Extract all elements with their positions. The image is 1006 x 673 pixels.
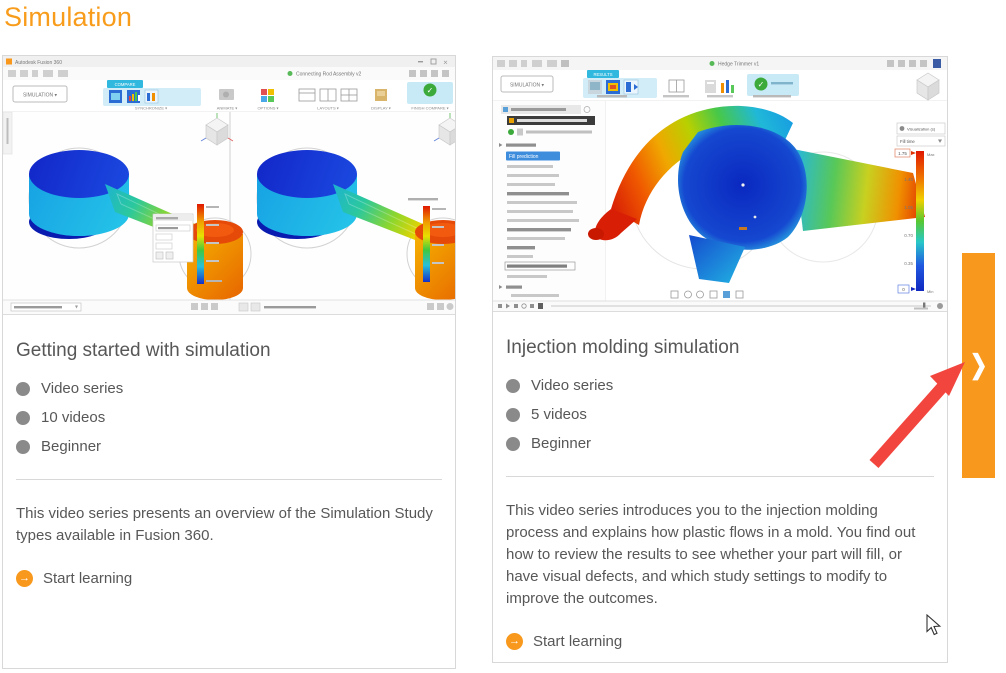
arrow-right-circle-icon: →	[16, 570, 33, 587]
legend-left-viewport	[197, 204, 222, 284]
svg-text:✓: ✓	[427, 86, 434, 95]
synchronize-tools-icons	[109, 89, 159, 104]
svg-text:0.70: 0.70	[904, 233, 913, 238]
meta-count: 5 videos	[506, 406, 934, 423]
meta-type: Video series	[506, 377, 934, 394]
nav-icons-right-viewport	[427, 303, 454, 310]
svg-text:Fill time: Fill time	[900, 139, 915, 144]
course-card-injection-molding: Hedge Trimmer v1 SIMULATION ▾ RESULTS	[492, 56, 948, 663]
study-selector-right	[238, 302, 316, 312]
bullet-icon	[16, 410, 30, 425]
svg-text:OPTIONS ▾: OPTIONS ▾	[257, 106, 278, 111]
svg-text:Visualization (s): Visualization (s)	[907, 127, 936, 132]
course-thumbnail-injection-molding[interactable]: Hedge Trimmer v1 SIMULATION ▾ RESULTS	[493, 57, 947, 312]
document-tab: Connecting Rod Assembly v2	[296, 72, 362, 78]
quick-access-toolbar	[497, 60, 569, 67]
results-tools-icons	[588, 79, 639, 95]
viewport-nav-icons	[670, 290, 744, 299]
page-title: Simulation	[4, 2, 133, 32]
svg-text:ANIMATE ▾: ANIMATE ▾	[217, 106, 238, 111]
svg-text:✓: ✓	[758, 80, 765, 89]
course-thumbnail-getting-started[interactable]: Autodesk Fusion 360 ✕ Connecting Rod Ass…	[3, 56, 455, 315]
compare-icon	[668, 79, 685, 93]
svg-text:Min: Min	[927, 289, 933, 294]
study-selector-left	[10, 302, 82, 312]
svg-text:SIMULATION ▾: SIMULATION ▾	[510, 83, 545, 89]
course-meta: Video series 10 videos Beginner	[16, 380, 442, 455]
header-right-icons	[409, 70, 449, 77]
molded-part	[588, 105, 925, 283]
svg-text:RESULTS: RESULTS	[593, 72, 612, 77]
course-title: Injection molding simulation	[506, 337, 740, 358]
timeline-handle[interactable]	[923, 302, 926, 310]
svg-text:Max: Max	[927, 152, 935, 157]
settings-icon	[937, 303, 943, 309]
meta-level: Beginner	[16, 438, 442, 455]
compare-tab	[107, 80, 143, 88]
svg-text:1.75: 1.75	[898, 151, 907, 156]
svg-text:✕: ✕	[443, 61, 448, 67]
chevron-right-icon: ❯	[969, 351, 988, 380]
svg-text:1.40: 1.40	[904, 177, 913, 182]
svg-text:0.35: 0.35	[904, 261, 913, 266]
arrow-right-circle-icon: →	[506, 633, 523, 650]
bullet-icon	[506, 436, 520, 451]
course-card-getting-started: Autodesk Fusion 360 ✕ Connecting Rod Ass…	[2, 55, 456, 669]
animate-icon	[219, 89, 234, 100]
header-right-icons	[887, 59, 941, 68]
meta-count: 10 videos	[16, 409, 442, 426]
meta-level: Beginner	[506, 435, 934, 452]
gear-icon	[899, 126, 905, 131]
svg-text:FINISH COMPARE ▾: FINISH COMPARE ▾	[411, 106, 448, 111]
window-title: Autodesk Fusion 360	[15, 60, 62, 66]
svg-text:SIMULATION ▾: SIMULATION ▾	[23, 93, 58, 99]
result-overlay-panel	[152, 213, 194, 263]
svg-text:0: 0	[902, 287, 905, 292]
layouts-icons	[298, 88, 358, 102]
divider	[506, 476, 934, 477]
doc-status-icon	[287, 71, 293, 76]
meta-type: Video series	[16, 380, 442, 397]
visualization-panel[interactable]: Visualization (s) Fill time	[896, 122, 946, 147]
results-tab	[587, 70, 619, 78]
display-icon	[375, 89, 387, 101]
manage-icons	[705, 80, 734, 93]
document-tab: Hedge Trimmer v1	[718, 62, 759, 68]
bullet-icon	[16, 439, 30, 454]
bullet-icon	[16, 381, 30, 396]
svg-text:SYNCHRONIZE ▾: SYNCHRONIZE ▾	[135, 106, 167, 111]
browser-selected-result	[506, 151, 560, 161]
svg-text:DISPLAY ▾: DISPLAY ▾	[371, 106, 391, 111]
bullet-icon	[506, 407, 520, 422]
course-description: This video series introduces you to the …	[506, 502, 916, 607]
workspace-selector[interactable]	[500, 75, 554, 93]
start-learning-link[interactable]: → Start learning	[16, 570, 132, 587]
doc-status-icon	[709, 61, 715, 66]
svg-text:Fill prediction: Fill prediction	[509, 154, 539, 160]
course-meta: Video series 5 videos Beginner	[506, 377, 934, 452]
course-title: Getting started with simulation	[16, 340, 271, 361]
carousel-next-button[interactable]: ❯	[962, 253, 995, 478]
start-learning-link[interactable]: → Start learning	[506, 633, 622, 650]
quick-access-toolbar	[8, 70, 68, 77]
course-description: This video series presents an overview o…	[16, 505, 433, 544]
window-controls: ✕	[418, 58, 448, 67]
svg-text:COMPARE: COMPARE	[115, 82, 136, 87]
legend-right-viewport	[408, 198, 446, 282]
options-icon	[261, 89, 274, 102]
bullet-icon	[506, 378, 520, 393]
svg-text:1.05: 1.05	[904, 205, 913, 210]
nav-icons-left-viewport	[191, 303, 218, 310]
fill-time-legend: 1.75 Max 1.40 1.05 0.70 0.35 0 Min	[894, 148, 935, 294]
fusion-logo-icon	[6, 58, 12, 65]
finish-compare-icon	[423, 83, 437, 97]
workspace-selector[interactable]	[12, 85, 68, 103]
divider	[16, 479, 442, 480]
svg-text:LAYOUTS ▾: LAYOUTS ▾	[317, 106, 339, 111]
playback-controls	[498, 303, 543, 309]
finish-results-icon	[754, 77, 768, 91]
